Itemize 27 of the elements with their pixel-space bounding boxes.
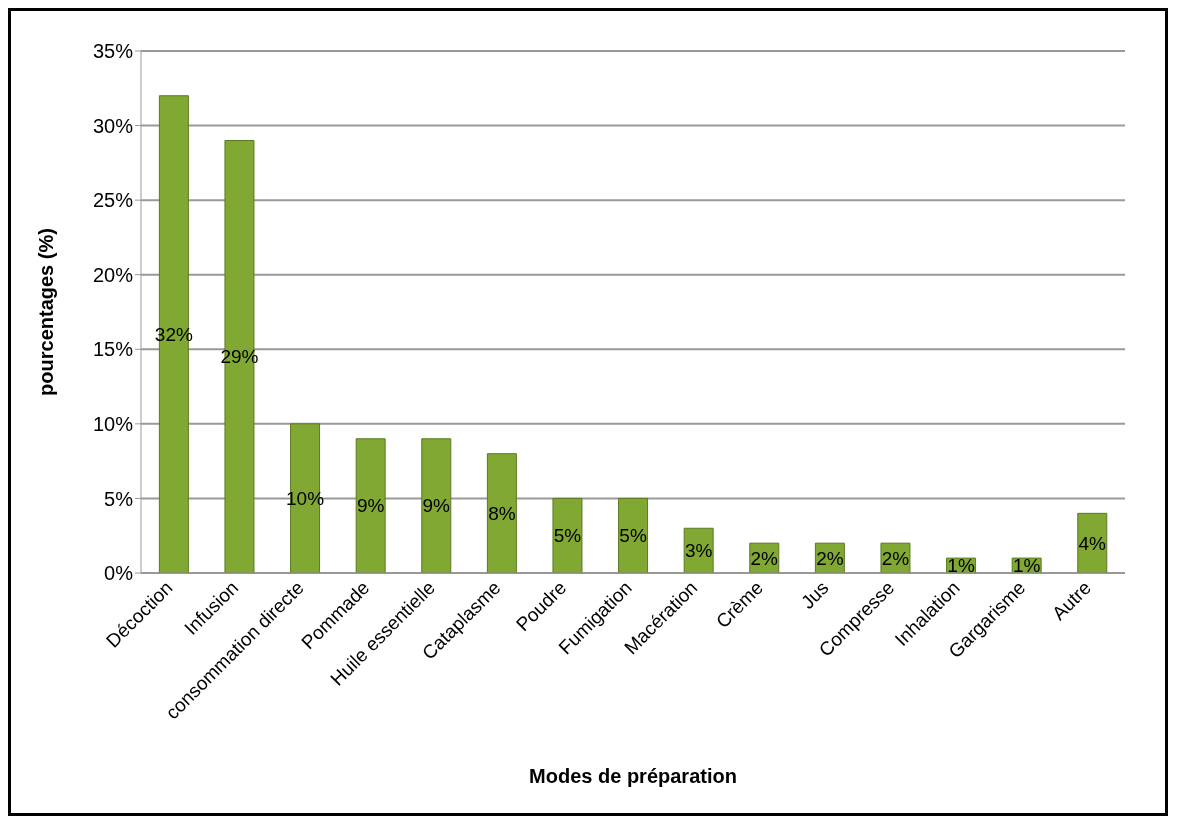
- y-tick-label: 15%: [92, 338, 134, 361]
- data-label: 1%: [1012, 555, 1041, 577]
- data-label: 1%: [947, 555, 975, 577]
- bar: [421, 438, 452, 573]
- bar: [355, 438, 386, 573]
- x-axis-title: Modes de préparation: [529, 765, 737, 787]
- data-label: 8%: [488, 502, 516, 524]
- y-tick-label: 35%: [92, 40, 134, 63]
- data-label: 2%: [750, 547, 779, 569]
- bar: [486, 453, 517, 573]
- bar: [618, 497, 649, 573]
- y-tick-label: 20%: [92, 263, 134, 286]
- data-label: 5%: [553, 525, 582, 547]
- data-label: 9%: [422, 495, 451, 517]
- y-tick-label: 25%: [92, 189, 134, 212]
- data-label: 4%: [1078, 532, 1107, 554]
- y-tick-label: 10%: [92, 412, 134, 435]
- data-label: 9%: [356, 495, 385, 517]
- data-label: 5%: [619, 525, 647, 547]
- bar: [552, 497, 583, 573]
- data-label: 2%: [816, 547, 844, 569]
- y-tick-label: 5%: [104, 487, 134, 510]
- data-label: 3%: [684, 540, 713, 562]
- y-tick-label: 30%: [92, 114, 134, 137]
- data-label: 2%: [881, 547, 910, 569]
- y-tick-label: 0%: [104, 562, 134, 585]
- y-axis-title: pourcentages (%): [35, 228, 58, 396]
